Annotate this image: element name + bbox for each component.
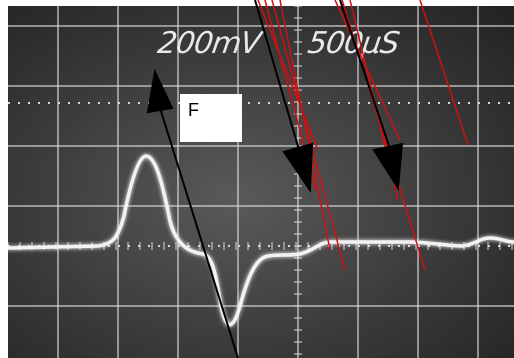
red-line — [271, 0, 346, 271]
red-line — [279, 0, 331, 251]
black-arrows — [146, 0, 404, 358]
arrow-head-up — [146, 68, 174, 114]
black-line — [254, 0, 303, 161]
arrow-head-down — [372, 142, 404, 192]
waveform-trace — [8, 154, 514, 327]
black-line — [154, 91, 239, 358]
arrow-head-down — [282, 142, 314, 194]
black-line — [339, 0, 393, 156]
oscilloscope-screen: 200mV 500µS — [8, 6, 514, 358]
annotation-label-box: F — [180, 94, 242, 142]
annotation-label: F — [188, 100, 199, 120]
red-line — [419, 0, 469, 146]
red-lines — [257, 0, 469, 271]
red-line — [257, 0, 319, 151]
graticule — [8, 6, 514, 358]
